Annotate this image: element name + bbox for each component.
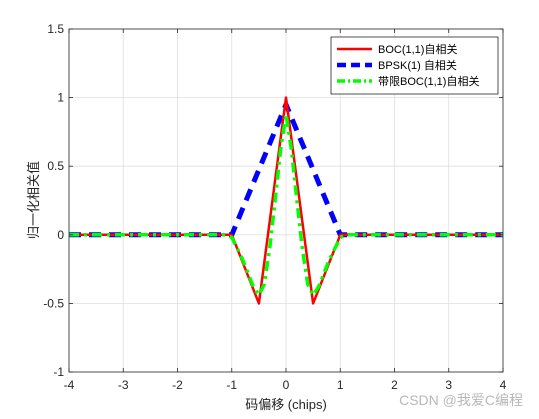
x-tick-label: -4 [64, 378, 75, 392]
y-tick-label: -0.5 [43, 296, 64, 310]
series-line-3 [69, 112, 503, 297]
x-tick-label: 1 [337, 378, 344, 392]
legend-label-2: BPSK(1) 自相关 [378, 58, 457, 72]
x-tick-label: 2 [391, 378, 398, 392]
series-lines [69, 96, 503, 305]
y-tick-label: -1 [53, 365, 64, 379]
axis-ticks: -4 -3 -2 -1 0 1 2 3 4 -1 -0.5 0 0.5 1 1.5 [43, 22, 506, 392]
x-axis-title: 码偏移 (chips) [245, 397, 327, 412]
x-tick-label: -1 [226, 378, 237, 392]
x-tick-label: 3 [445, 378, 452, 392]
x-tick-label: 0 [283, 378, 290, 392]
y-tick-label: 0.5 [47, 159, 64, 173]
x-tick-label: -3 [118, 378, 129, 392]
y-tick-label: 1.5 [47, 22, 64, 36]
watermark: CSDN @我爱C编程 [399, 392, 523, 408]
legend-label-3: 带限BOC(1,1)自相关 [378, 74, 479, 88]
y-axis-title: 归一化相关值 [26, 161, 41, 239]
x-tick-label: -2 [172, 378, 183, 392]
series-line-1 [69, 96, 503, 305]
legend-label-1: BOC(1,1)自相关 [378, 42, 457, 56]
y-tick-label: 1 [57, 91, 64, 105]
y-tick-label: 0 [57, 228, 64, 242]
x-tick-label: 4 [500, 378, 507, 392]
